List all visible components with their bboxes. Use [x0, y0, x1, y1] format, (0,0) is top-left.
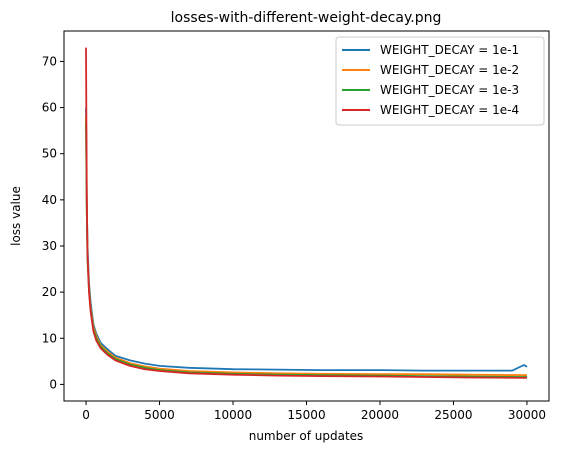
legend: WEIGHT_DECAY = 1e-1 WEIGHT_DECAY = 1e-2 WE… [335, 36, 545, 126]
series-line-3 [85, 121, 528, 378]
x-tick-label: 15000 [287, 408, 325, 422]
x-tick-label: 20000 [361, 408, 399, 422]
series-line-4 [85, 47, 528, 379]
x-tick-label: 0 [82, 408, 90, 422]
legend-label-2: WEIGHT_DECAY = 1e-2 [380, 63, 519, 77]
y-tick-label: 40 [42, 193, 57, 207]
x-axis-label: number of updates [249, 429, 364, 443]
chart-title: losses-with-different-weight-decay.png [171, 10, 442, 26]
y-tick-label: 10 [42, 331, 57, 345]
x-tick-label: 5000 [144, 408, 175, 422]
y-axis-ticks: 0 10 20 30 40 50 60 70 [42, 54, 64, 391]
y-tick-label: 50 [42, 147, 57, 161]
series-line-2 [85, 116, 528, 377]
y-tick-label: 0 [49, 377, 57, 391]
y-tick-label: 30 [42, 239, 57, 253]
legend-label-4: WEIGHT_DECAY = 1e-4 [380, 103, 519, 117]
y-tick-label: 60 [42, 101, 57, 115]
y-tick-label: 70 [42, 54, 57, 68]
x-tick-label: 10000 [214, 408, 252, 422]
x-tick-label: 25000 [434, 408, 472, 422]
y-axis-label: loss value [9, 186, 23, 246]
x-axis-ticks: 0 5000 10000 15000 20000 25000 30000 [82, 401, 546, 422]
series-line-1 [85, 107, 528, 372]
legend-box [335, 36, 545, 126]
legend-label-3: WEIGHT_DECAY = 1e-3 [380, 83, 519, 97]
legend-label-1: WEIGHT_DECAY = 1e-1 [380, 43, 519, 57]
y-tick-label: 20 [42, 285, 57, 299]
plot-lines [85, 47, 528, 379]
x-tick-label: 30000 [508, 408, 546, 422]
